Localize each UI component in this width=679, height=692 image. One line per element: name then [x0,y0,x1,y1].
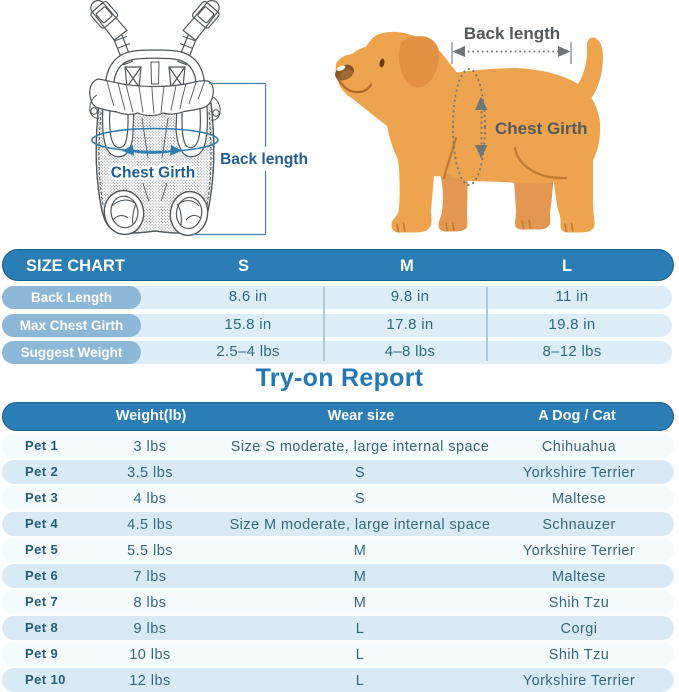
svg-text:Chest Girth: Chest Girth [495,119,588,138]
svg-text:Back length: Back length [220,151,308,168]
svg-text:Chest Girth: Chest Girth [111,165,195,182]
svg-text:Back length: Back length [464,24,560,43]
